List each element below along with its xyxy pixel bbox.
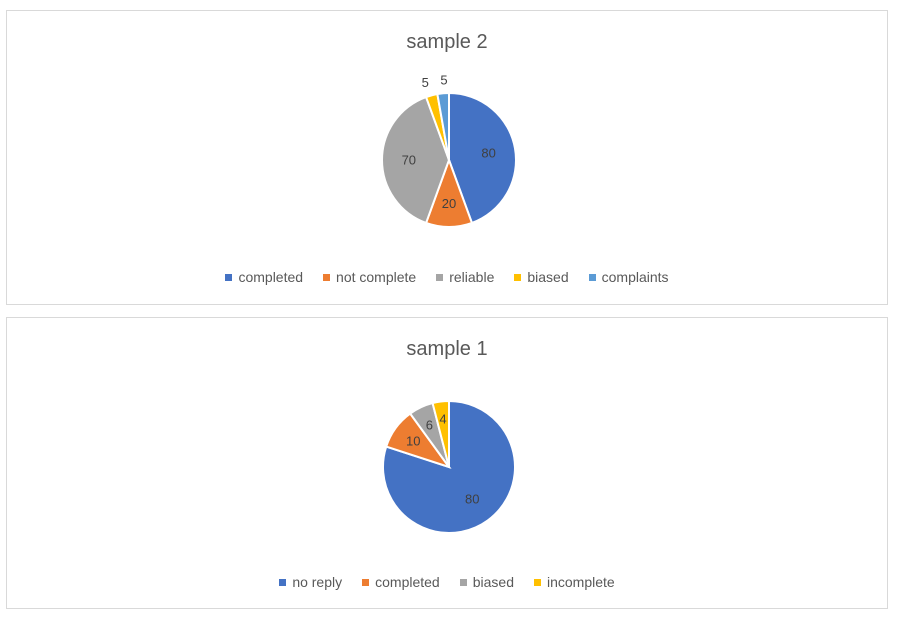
legend-swatch <box>588 273 596 281</box>
legend-swatch <box>362 578 370 586</box>
pie-slice-incomplete <box>431 399 450 468</box>
legend-swatch <box>323 273 331 281</box>
data-label-biased: 5 <box>422 75 429 90</box>
pie-slice-completed <box>448 91 517 225</box>
legend-swatch <box>514 273 522 281</box>
legend-swatch <box>225 273 233 281</box>
chart-title: sample 1 <box>406 338 488 360</box>
data-label-reliable: 70 <box>402 153 416 168</box>
legend-label: not complete <box>336 269 417 285</box>
legend-swatch <box>279 578 287 586</box>
data-label-biased: 6 <box>426 418 433 433</box>
pie-chart-sample-2: 80 20 70 5 5 <box>381 72 517 228</box>
chart-title: sample 2 <box>406 31 488 53</box>
pie-slice-no-reply <box>382 399 516 534</box>
data-label-no-reply: 80 <box>465 492 479 507</box>
legend-label: completed <box>238 269 304 285</box>
data-label-complaints: 5 <box>440 72 447 87</box>
chart-panel-sample-1: sample 1 80 10 6 4 no reply completed biased i… <box>6 317 888 609</box>
legend-item-completed: completed <box>225 269 303 285</box>
chart-panel-sample-2: sample 2 80 20 70 5 5 completed not complete r… <box>6 10 888 305</box>
data-label-not-complete: 20 <box>442 196 456 211</box>
legend-swatch <box>459 578 467 586</box>
legend-label: incomplete <box>546 574 615 590</box>
legend-item-biased: biased <box>459 574 514 590</box>
legend-sample-2: completed not complete reliable biased compl… <box>7 269 887 285</box>
legend-label: reliable <box>449 269 495 285</box>
data-label-completed: 10 <box>406 434 420 449</box>
pie-slice-complaints <box>436 91 450 161</box>
legend-item-biased: biased <box>514 269 569 285</box>
legend-swatch <box>533 578 541 586</box>
legend-item-not-complete: not complete <box>323 269 416 285</box>
legend-sample-1: no reply completed biased incomplete <box>7 574 887 590</box>
legend-item-incomplete: incomplete <box>533 574 615 590</box>
legend-label: complaints <box>601 269 669 285</box>
legend-label: completed <box>375 574 440 590</box>
legend-label: biased <box>472 574 514 590</box>
legend-label: no reply <box>292 574 343 590</box>
data-label-completed: 80 <box>481 146 495 161</box>
legend-swatch <box>436 273 444 281</box>
pie-slice-reliable <box>381 95 451 225</box>
legend-item-reliable: reliable <box>436 269 494 285</box>
legend-item-completed: completed <box>362 574 440 590</box>
legend-item-complaints: complaints <box>588 269 669 285</box>
legend-item-no-reply: no reply <box>279 574 342 590</box>
pie-chart-sample-1: 80 10 6 4 <box>382 399 516 534</box>
data-label-incomplete: 4 <box>439 412 446 427</box>
legend-label: biased <box>527 269 569 285</box>
